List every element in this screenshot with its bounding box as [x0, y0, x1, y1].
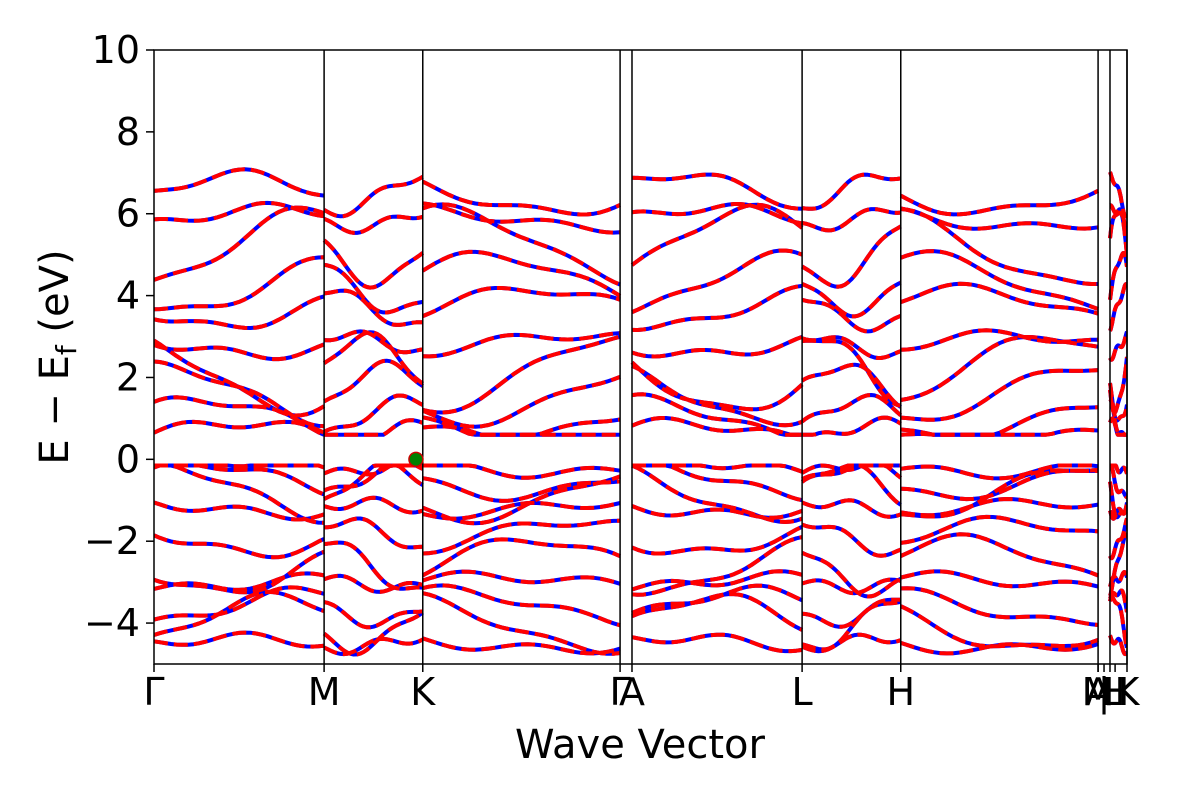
band-line-red	[154, 495, 1127, 522]
x-tick-label: M	[1082, 670, 1115, 714]
band-line-blue	[154, 202, 1127, 290]
band-line-red	[154, 167, 1127, 219]
y-tick-label: 4	[116, 274, 140, 318]
x-tick-label: Γ	[143, 670, 164, 714]
x-axis: Γ M K ΓA L H ALM|HK	[143, 664, 1141, 715]
y-tick-label: 8	[116, 110, 140, 154]
band-line-red	[154, 358, 1127, 429]
plot-frame	[153, 49, 1128, 665]
y-axis-title-main: E − E	[32, 355, 78, 465]
x-tick-label: H	[1101, 670, 1130, 714]
x-tick-label: H	[886, 670, 915, 714]
y-axis-title-unit: (eV)	[32, 249, 78, 345]
band-line-red	[154, 200, 1127, 235]
x-tick-label: A	[619, 670, 645, 714]
y-tick-label: 6	[116, 192, 140, 236]
band-line-blue	[154, 630, 1127, 657]
y-tick-label: −4	[84, 601, 140, 645]
band-line-blue	[154, 463, 1127, 526]
kpoint-lines	[323, 50, 1128, 664]
y-tick-label: 10	[92, 28, 140, 72]
y-tick-label: −2	[84, 519, 140, 563]
x-axis-title: Wave Vector	[515, 722, 766, 768]
band-line-red	[154, 281, 1127, 334]
y-tick-label: 2	[116, 355, 140, 399]
band-line-red	[154, 630, 1127, 657]
band-line-red	[154, 583, 1127, 630]
band-line-red	[154, 463, 1127, 526]
band-line-red	[154, 569, 1127, 596]
x-tick-label: Γ	[610, 670, 631, 714]
vbm-point	[408, 451, 424, 468]
y-axis-title: E − Ef (eV)	[32, 249, 83, 464]
x-tick-label: |	[1098, 670, 1111, 715]
band-line-red	[154, 248, 1127, 319]
band-line-red	[154, 202, 1127, 290]
band-line-red	[154, 328, 1127, 362]
band-line-blue	[154, 583, 1127, 630]
band-line-red	[154, 514, 1127, 561]
x-tick-label: L	[792, 670, 813, 714]
band-lines	[154, 167, 1127, 657]
band-line-red	[154, 532, 1127, 599]
x-tick-label: K	[1115, 670, 1141, 714]
x-tick-label: L	[1099, 670, 1120, 714]
y-axis-title-sub: f	[50, 344, 83, 355]
band-line-red	[154, 589, 1127, 657]
band-line-red	[154, 415, 1127, 437]
y-tick-label: 0	[116, 437, 140, 481]
x-tick-label: K	[410, 670, 436, 714]
vbm-marker	[408, 451, 424, 468]
x-tick-label: A	[1085, 670, 1111, 714]
band-line-red	[154, 330, 1127, 418]
y-axis: −4 −2 0 2 4 6 8 10	[84, 28, 154, 645]
band-line-red	[154, 392, 1127, 437]
x-tick-label: M	[308, 670, 341, 714]
